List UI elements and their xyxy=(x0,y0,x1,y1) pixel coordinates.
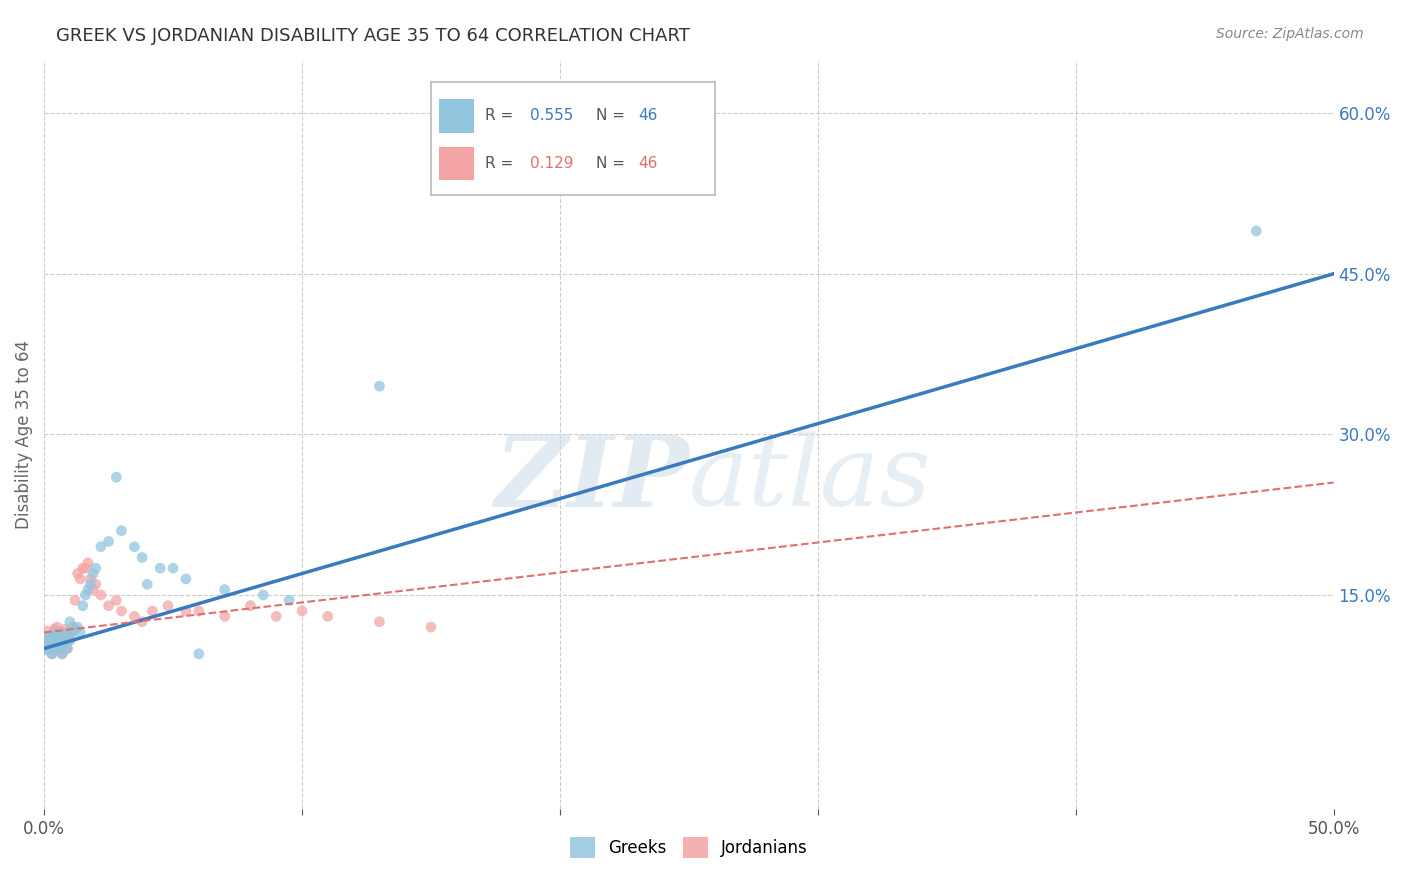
Point xyxy=(44,622,66,636)
Point xyxy=(84,561,107,575)
Point xyxy=(41,647,63,661)
Point xyxy=(41,632,63,647)
Point xyxy=(136,577,159,591)
Point xyxy=(66,566,89,581)
Point xyxy=(53,631,76,645)
Point xyxy=(41,629,63,643)
Point xyxy=(53,632,76,647)
Point xyxy=(56,629,79,643)
Point xyxy=(141,604,163,618)
Point xyxy=(239,599,262,613)
Point xyxy=(131,550,153,565)
Point xyxy=(63,622,86,636)
Point xyxy=(548,144,571,158)
Point xyxy=(48,625,70,640)
Point xyxy=(75,561,97,575)
Point xyxy=(62,620,84,634)
Point xyxy=(252,588,274,602)
Point xyxy=(53,636,76,650)
Point xyxy=(72,561,94,575)
Point xyxy=(90,540,112,554)
Point xyxy=(131,615,153,629)
Point xyxy=(48,641,70,656)
Point xyxy=(46,632,69,647)
Point xyxy=(63,593,86,607)
Point xyxy=(368,379,391,393)
Point xyxy=(69,625,91,640)
Point xyxy=(420,620,443,634)
Point xyxy=(38,641,60,656)
Point xyxy=(44,629,66,643)
Point xyxy=(162,561,184,575)
Point xyxy=(46,620,69,634)
Point xyxy=(35,636,58,650)
Point xyxy=(35,631,58,645)
Point xyxy=(48,641,70,656)
Point xyxy=(368,615,391,629)
Point xyxy=(46,636,69,650)
Point xyxy=(38,641,60,656)
Point xyxy=(44,636,66,650)
Point xyxy=(187,647,209,661)
Point xyxy=(59,632,82,647)
Point xyxy=(105,593,128,607)
Point xyxy=(174,604,197,618)
Text: GREEK VS JORDANIAN DISABILITY AGE 35 TO 64 CORRELATION CHART: GREEK VS JORDANIAN DISABILITY AGE 35 TO … xyxy=(56,27,690,45)
Point xyxy=(264,609,287,624)
Point xyxy=(41,647,63,661)
Point xyxy=(214,609,236,624)
Point xyxy=(124,609,146,624)
Point xyxy=(156,599,179,613)
Point xyxy=(38,632,60,647)
Point xyxy=(278,593,301,607)
Point xyxy=(56,625,79,640)
Legend: Greeks, Jordanians: Greeks, Jordanians xyxy=(562,830,814,864)
Point xyxy=(77,582,100,597)
Point xyxy=(84,577,107,591)
Point xyxy=(214,582,236,597)
Point xyxy=(77,556,100,570)
Point xyxy=(75,588,97,602)
Point xyxy=(53,622,76,636)
Point xyxy=(72,599,94,613)
Point xyxy=(51,647,73,661)
Point xyxy=(56,641,79,656)
Point xyxy=(187,604,209,618)
Point xyxy=(79,572,101,586)
Point xyxy=(79,577,101,591)
Y-axis label: Disability Age 35 to 64: Disability Age 35 to 64 xyxy=(15,340,32,529)
Point xyxy=(69,572,91,586)
Point xyxy=(110,604,132,618)
Point xyxy=(59,632,82,647)
Point xyxy=(1246,224,1268,238)
Point xyxy=(82,582,104,597)
Point xyxy=(90,588,112,602)
Point xyxy=(174,572,197,586)
Point xyxy=(97,599,120,613)
Point xyxy=(48,632,70,647)
Text: atlas: atlas xyxy=(689,432,932,527)
Point xyxy=(51,625,73,640)
Point xyxy=(62,625,84,640)
Point xyxy=(124,540,146,554)
Point xyxy=(44,641,66,656)
Point xyxy=(38,631,60,645)
Point xyxy=(66,620,89,634)
Point xyxy=(110,524,132,538)
Point xyxy=(59,615,82,629)
Point xyxy=(105,470,128,484)
Point xyxy=(46,625,69,640)
Point xyxy=(149,561,172,575)
Point xyxy=(51,629,73,643)
Text: Source: ZipAtlas.com: Source: ZipAtlas.com xyxy=(1216,27,1364,41)
Point xyxy=(56,641,79,656)
Point xyxy=(316,609,339,624)
Point xyxy=(59,625,82,640)
Point xyxy=(291,604,314,618)
Point xyxy=(97,534,120,549)
Text: ZIP: ZIP xyxy=(494,431,689,527)
Point xyxy=(51,647,73,661)
Point xyxy=(82,566,104,581)
